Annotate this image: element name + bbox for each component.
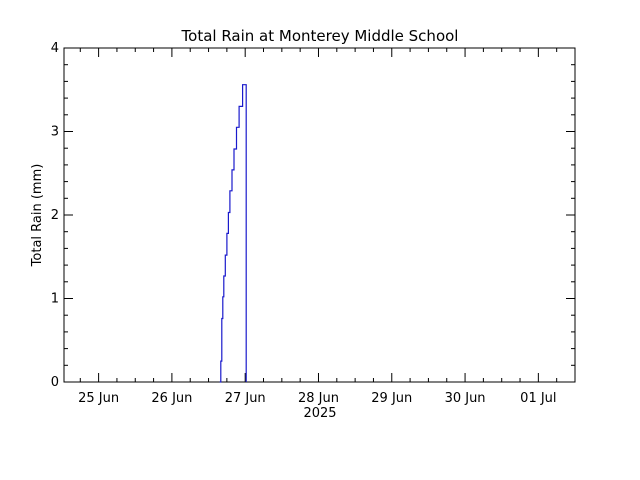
y-tick-label: 3 xyxy=(51,125,59,140)
y-tick-label: 2 xyxy=(51,208,59,223)
x-axis-label: 2025 xyxy=(303,406,336,421)
series-line xyxy=(219,84,247,383)
x-tick-label: 30 Jun xyxy=(445,391,486,406)
x-tick-label: 28 Jun xyxy=(298,391,339,406)
y-axis-label: Total Rain (mm) xyxy=(30,164,45,268)
axes: 25 Jun 26 Jun 27 Jun 28 Jun 29 Jun 30 Jun 01 J… xyxy=(51,41,576,406)
x-tick-label: 29 Jun xyxy=(371,391,412,406)
x-tick-label: 25 Jun xyxy=(78,391,119,406)
x-tick-label: 27 Jun xyxy=(225,391,266,406)
plot-frame xyxy=(63,47,576,383)
y-tick-label: 1 xyxy=(51,292,59,307)
y-tick-label: 4 xyxy=(51,41,59,56)
x-tick-label: 01 Jul xyxy=(520,391,556,406)
y-tick-label: 0 xyxy=(51,375,59,390)
chart-title: Total Rain at Monterey Middle School xyxy=(181,27,459,45)
series-layer xyxy=(219,84,247,383)
x-tick-label: 26 Jun xyxy=(151,391,192,406)
